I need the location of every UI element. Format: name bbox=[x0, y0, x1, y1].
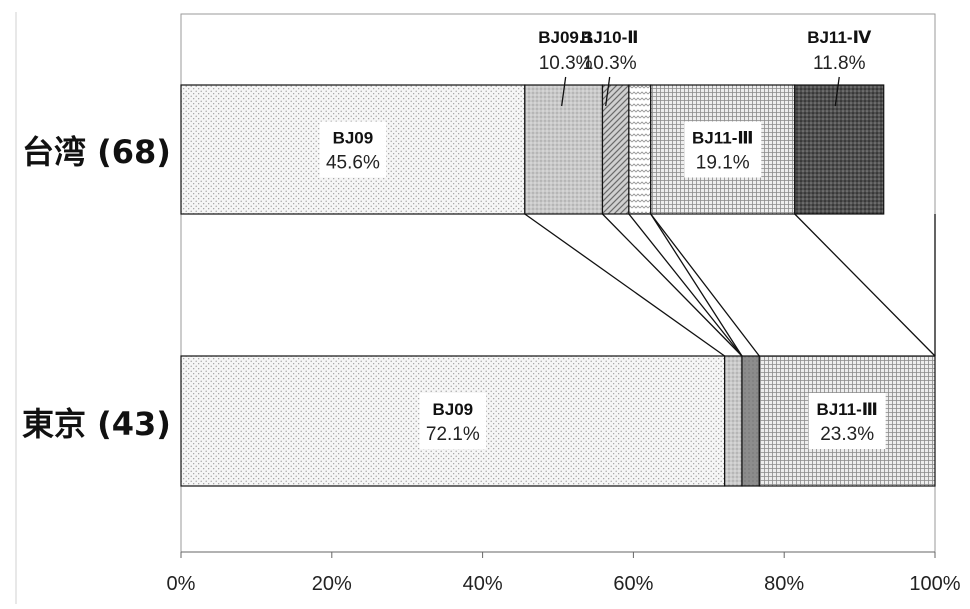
segment-label-box bbox=[684, 121, 762, 178]
bar-segment-zigzag-taiwan bbox=[628, 84, 652, 215]
segment-label-name: BJ09 bbox=[333, 129, 374, 148]
callout-leader-line bbox=[561, 76, 567, 107]
x-tick-label: 0% bbox=[167, 573, 196, 595]
bar-segment-mid-grey-tokyo bbox=[741, 355, 760, 487]
category-label: 東京 (43) bbox=[22, 405, 171, 443]
x-tick-label: 100% bbox=[909, 573, 960, 595]
segment-label-box bbox=[319, 121, 387, 178]
segment-label-box bbox=[419, 393, 487, 449]
segment-label-value: 19.1% bbox=[696, 153, 750, 174]
segment-label-name: BJ11-Ⅲ bbox=[692, 129, 753, 148]
callout-leader-line bbox=[605, 76, 611, 107]
segment-label-value: 72.1% bbox=[426, 424, 480, 445]
x-tick-label: 20% bbox=[312, 573, 352, 595]
connector-line bbox=[794, 213, 936, 357]
bar-segment-bj11--taiwan bbox=[794, 84, 885, 215]
x-tick-label: 80% bbox=[764, 573, 804, 595]
segment-label-value: 45.6% bbox=[326, 153, 380, 174]
callout-label-name: BJ11-Ⅳ bbox=[807, 28, 871, 47]
callout-label-value: 10.3% bbox=[583, 53, 637, 74]
connector-line bbox=[650, 213, 743, 357]
segment-label-name: BJ11-Ⅲ bbox=[816, 400, 877, 419]
category-label: 台湾 (68) bbox=[22, 133, 171, 171]
x-tick-label: 60% bbox=[613, 573, 653, 595]
callout-label-name: BJ10-Ⅱ bbox=[581, 28, 639, 47]
connector-line bbox=[628, 213, 743, 357]
callout-leader-line bbox=[834, 76, 840, 107]
connector-line bbox=[650, 213, 760, 357]
connector-line bbox=[524, 213, 726, 357]
segment-label-name: BJ09 bbox=[432, 400, 473, 419]
x-tick-label: 40% bbox=[463, 573, 503, 595]
segment-label-box bbox=[808, 393, 886, 449]
callout-label-name: BJ09.1 bbox=[538, 28, 593, 47]
bar-segment-bj09.1-tokyo bbox=[724, 355, 743, 487]
callout-label-value: 11.8% bbox=[813, 53, 866, 74]
callout-label-value: 10.3% bbox=[539, 53, 593, 74]
bar-segment-bj09.1-taiwan bbox=[524, 84, 604, 215]
connector-line bbox=[602, 213, 743, 357]
segment-label-value: 23.3% bbox=[820, 424, 874, 445]
